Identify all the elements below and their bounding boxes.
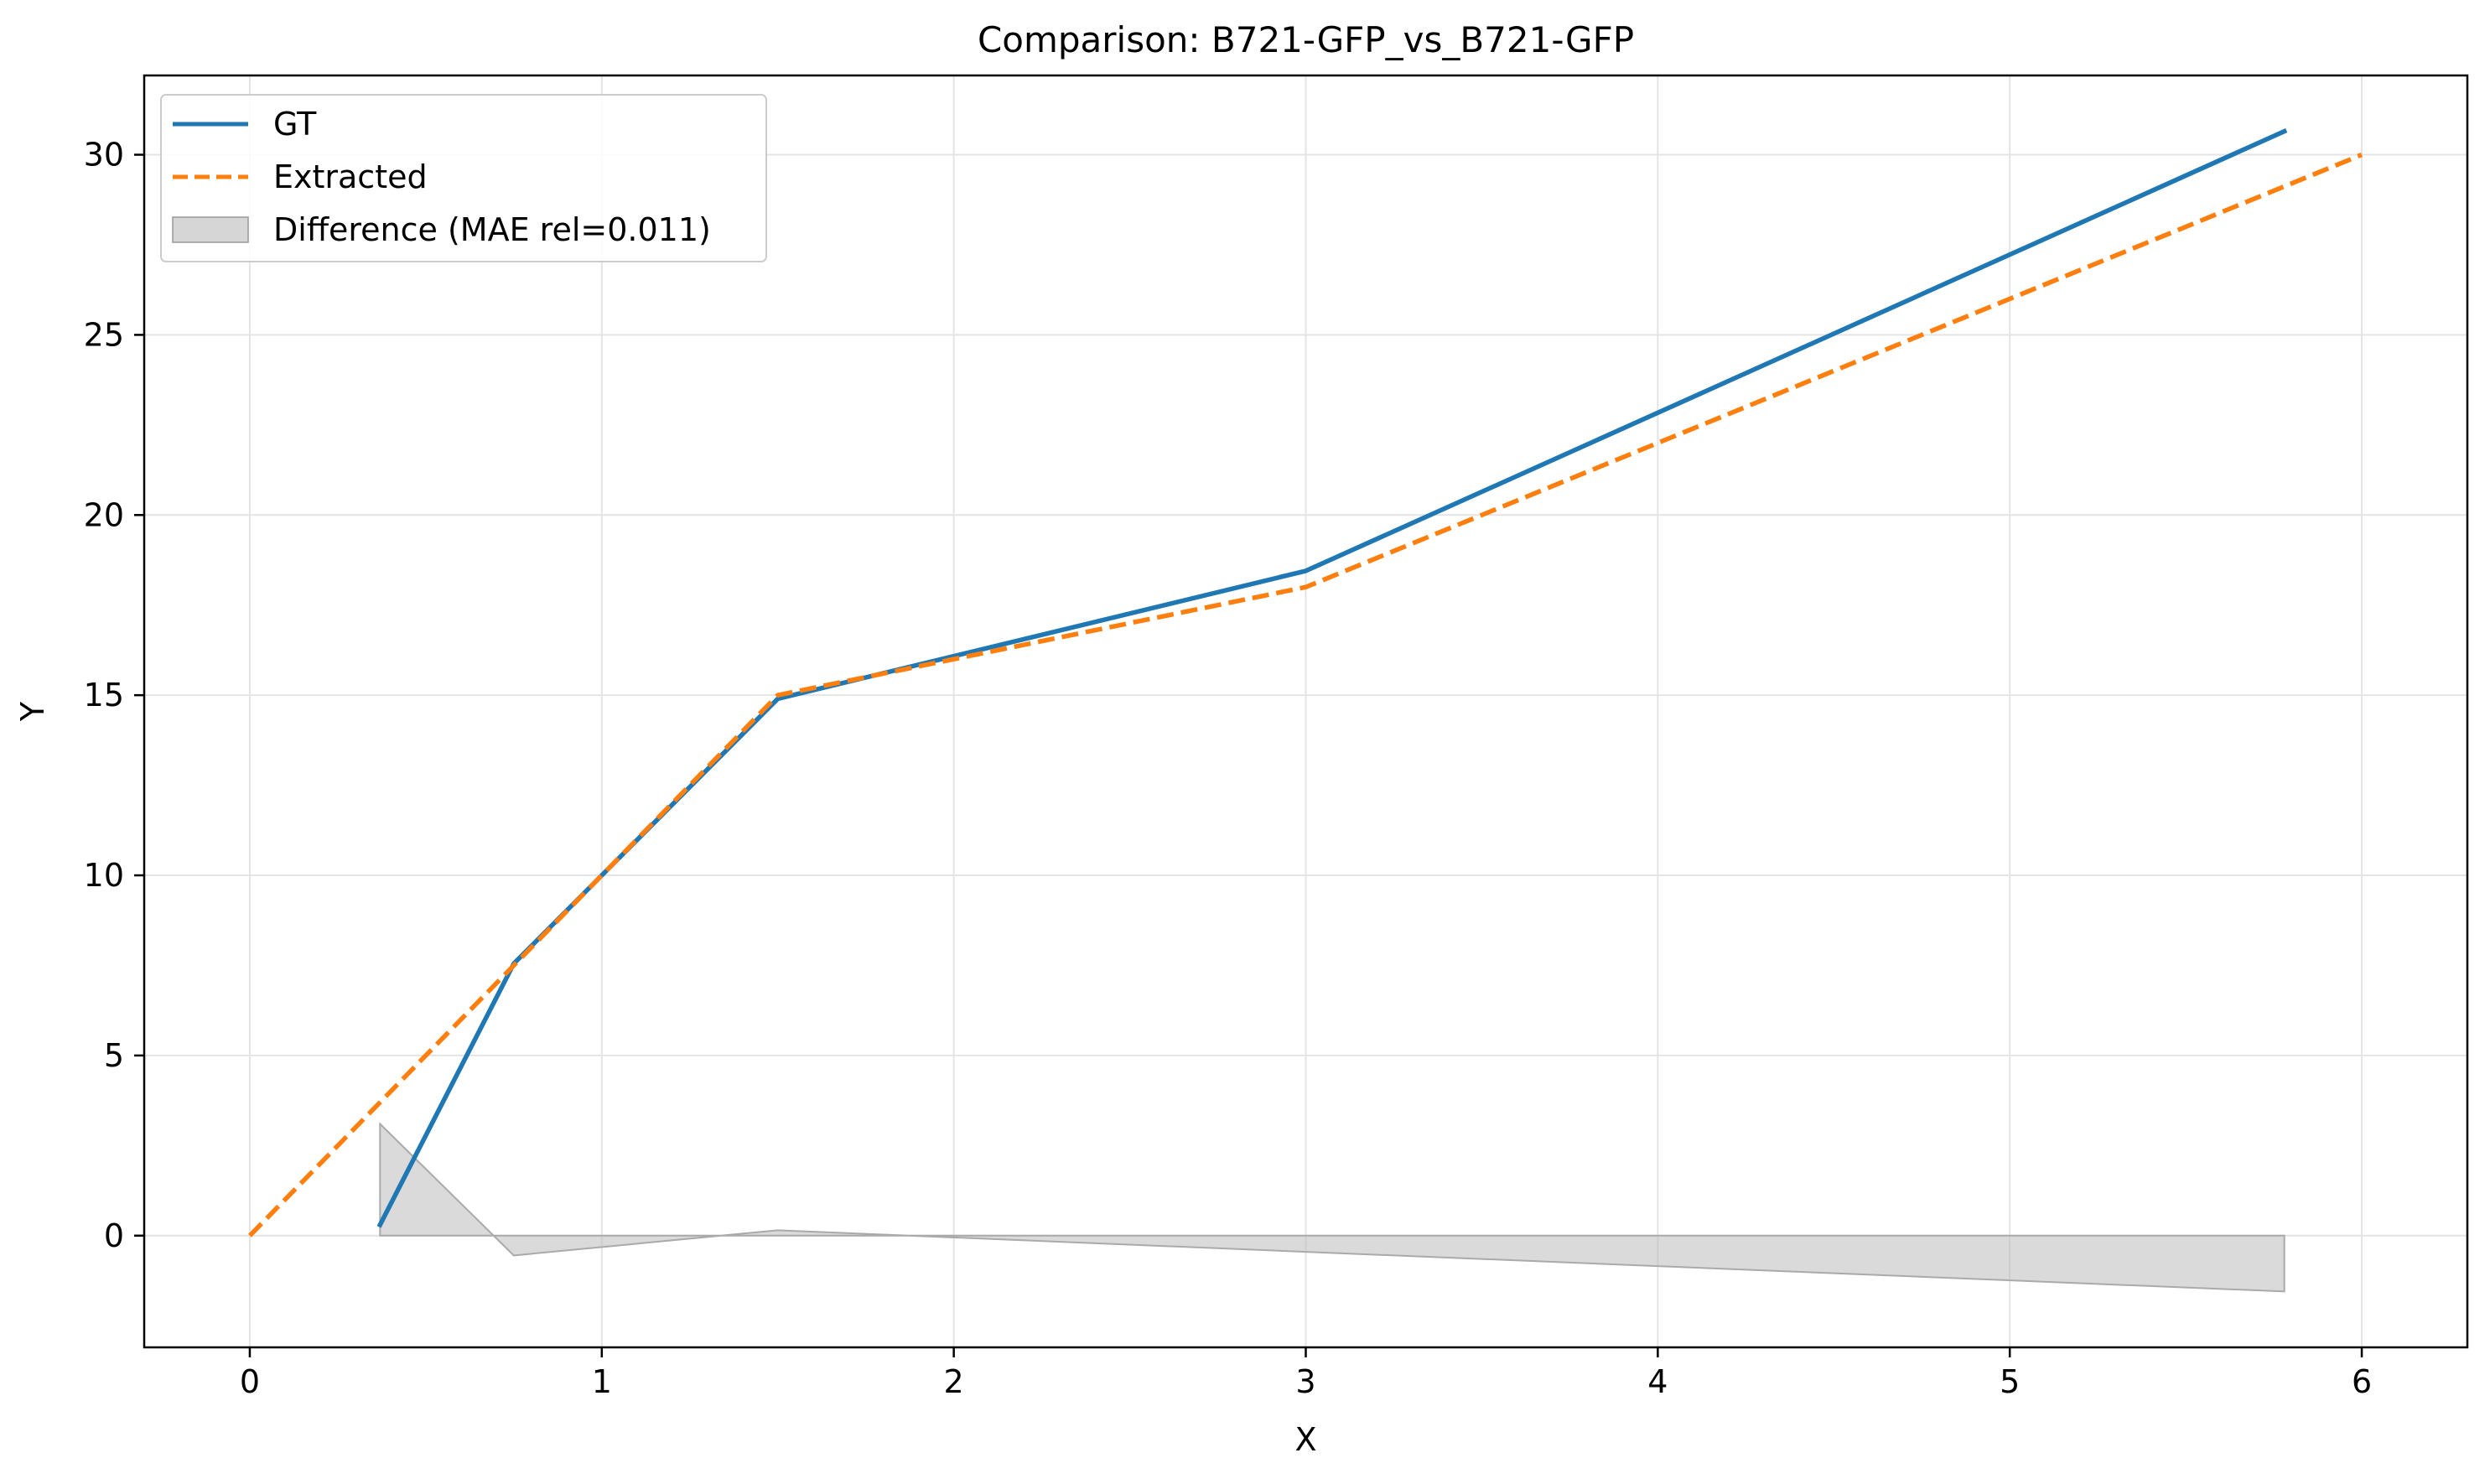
x-tick-label: 5 [2000,1363,2020,1400]
y-axis-label: Y [14,701,51,722]
legend-difference-swatch [172,216,249,243]
extracted-series-line [247,152,2363,1238]
gt-series-line [376,127,2288,1228]
x-tick-label: 2 [944,1363,964,1400]
y-tick-label: 5 [104,1037,124,1074]
x-tick-label: 4 [1647,1363,1668,1400]
x-tick-label: 1 [592,1363,612,1400]
difference-layer [379,1122,2285,1293]
tick-layer: 0 1 2 3 4 5 6 0 5 10 15 20 25 30 [84,137,2372,1400]
x-tick-label: 0 [240,1363,260,1400]
series-layer [247,127,2363,1238]
y-tick-label: 20 [84,496,124,533]
legend-extracted-label: Extracted [273,158,428,195]
y-tick-label: 15 [84,677,124,713]
legend-gt-label: GT [273,106,317,143]
x-tick-label: 3 [1295,1363,1315,1400]
x-axis-label: X [1294,1421,1316,1458]
y-tick-label: 30 [84,137,124,174]
difference-area [379,1122,2285,1293]
legend-difference-label: Difference (MAE rel=0.011) [273,211,711,248]
y-tick-label: 10 [84,857,124,894]
y-tick-label: 25 [84,316,124,353]
chart-title: Comparison: B721-GFP_vs_B721-GFP [978,19,1634,60]
legend-box [160,94,767,262]
y-tick-label: 0 [104,1217,124,1254]
legend: GT Extracted Difference (MAE rel=0.011) [160,94,767,262]
x-tick-label: 6 [2352,1363,2372,1400]
